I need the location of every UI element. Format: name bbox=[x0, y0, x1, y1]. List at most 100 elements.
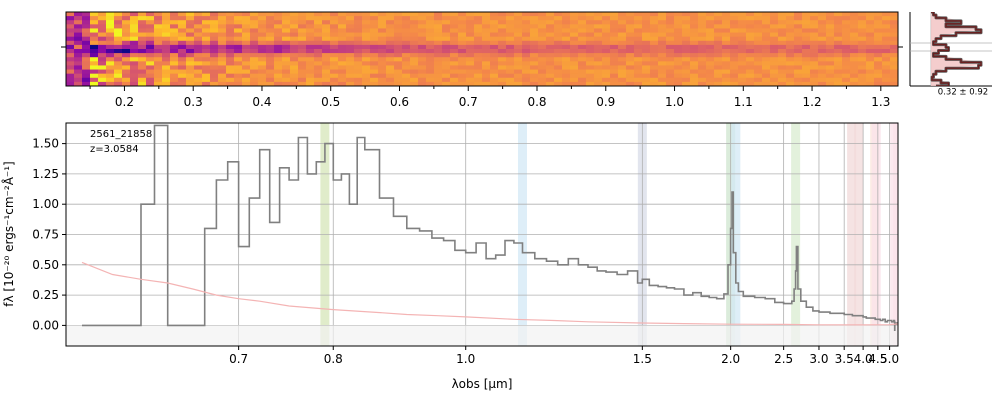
heatmap-cell bbox=[162, 49, 171, 54]
heatmap-cell bbox=[394, 36, 403, 42]
heatmap-cell bbox=[306, 24, 315, 29]
heatmap-cell bbox=[786, 32, 795, 37]
heatmap-cell bbox=[250, 16, 259, 21]
heatmap-cell bbox=[218, 81, 227, 86]
heatmap-cell bbox=[570, 69, 579, 74]
heatmap-cell bbox=[170, 69, 179, 74]
heatmap-cell bbox=[178, 36, 187, 42]
heatmap-cell bbox=[634, 32, 643, 37]
heatmap-cell bbox=[130, 81, 139, 86]
heatmap-cell bbox=[858, 65, 867, 70]
heatmap-cell bbox=[250, 40, 259, 46]
heatmap-cell bbox=[642, 53, 651, 58]
heatmap-cell bbox=[506, 24, 515, 29]
heatmap-cell bbox=[602, 77, 611, 83]
heatmap-cell bbox=[290, 73, 299, 79]
heatmap-cell bbox=[890, 32, 898, 37]
heatmap-cell bbox=[354, 73, 363, 79]
heatmap-cell bbox=[210, 61, 219, 66]
heatmap-cell bbox=[178, 32, 187, 37]
heatmap-cell bbox=[570, 40, 579, 46]
heatmap-cell bbox=[602, 20, 611, 25]
x-tick-label-7: 3.5 bbox=[835, 352, 854, 366]
heatmap-cell bbox=[522, 36, 531, 42]
heatmap-cell bbox=[146, 40, 155, 46]
heatmap-cell bbox=[186, 73, 195, 79]
heatmap-cell bbox=[426, 12, 435, 17]
heatmap-cell bbox=[770, 69, 779, 74]
heatmap-cell bbox=[714, 24, 723, 29]
heatmap-cell bbox=[738, 69, 747, 74]
heatmap-cell bbox=[730, 12, 739, 17]
heatmap-cell bbox=[674, 16, 683, 21]
heatmap-cell bbox=[658, 69, 667, 74]
heatmap-cell bbox=[66, 36, 75, 42]
heatmap-cell bbox=[362, 16, 371, 21]
heatmap-cell bbox=[754, 44, 763, 50]
heatmap-cell bbox=[210, 40, 219, 46]
heatmap-cell bbox=[450, 49, 459, 54]
heatmap-cell bbox=[170, 57, 179, 62]
heatmap-cell bbox=[330, 57, 339, 62]
heatmap-cell bbox=[858, 57, 867, 62]
heatmap-cell bbox=[498, 57, 507, 62]
heatmap-cell bbox=[554, 49, 563, 54]
y-axis-label: fλ [10⁻²⁰ ergs⁻¹cm⁻²Å⁻¹] bbox=[1, 161, 16, 306]
heatmap-cell bbox=[834, 32, 843, 37]
heatmap-cell bbox=[866, 81, 875, 86]
heatmap-cell bbox=[314, 65, 323, 70]
heatmap-cell bbox=[146, 57, 155, 62]
heatmap-cell bbox=[586, 36, 595, 42]
heatmap-cell bbox=[426, 73, 435, 79]
heatmap-cell bbox=[386, 12, 395, 17]
heatmap-cell bbox=[842, 81, 851, 86]
heatmap-cell bbox=[762, 16, 771, 21]
heatmap-cell bbox=[538, 49, 547, 54]
heatmap-cell bbox=[570, 49, 579, 54]
heatmap-cell bbox=[394, 32, 403, 37]
heatmap-cell bbox=[842, 57, 851, 62]
heatmap-cell bbox=[770, 77, 779, 83]
heatmap-cell bbox=[306, 65, 315, 70]
heatmap-cell bbox=[650, 28, 659, 33]
heatmap-cell bbox=[658, 49, 667, 54]
heatmap-cell bbox=[466, 32, 475, 37]
heatmap-cell bbox=[386, 81, 395, 86]
heatmap-cell bbox=[490, 65, 499, 70]
heatmap-cell bbox=[530, 16, 539, 21]
heatmap-cell bbox=[578, 28, 587, 33]
heatmap-cell bbox=[370, 57, 379, 62]
heatmap-cell bbox=[882, 69, 891, 74]
heatmap-cell bbox=[770, 20, 779, 25]
y-tick-label-0: 0.00 bbox=[32, 318, 59, 332]
heatmap-cell bbox=[466, 44, 475, 50]
y-tick-label-1: 0.25 bbox=[32, 288, 59, 302]
heatmap-cell bbox=[618, 65, 627, 70]
heatmap-cell bbox=[562, 53, 571, 58]
top-tick-label-10: 1.2 bbox=[803, 95, 822, 109]
heatmap-cell bbox=[618, 40, 627, 46]
heatmap-cell bbox=[690, 16, 699, 21]
heatmap-cell bbox=[842, 20, 851, 25]
heatmap-cell bbox=[306, 53, 315, 58]
heatmap-cell bbox=[482, 77, 491, 83]
heatmap-cell bbox=[362, 40, 371, 46]
heatmap-cell bbox=[562, 28, 571, 33]
heatmap-cell bbox=[66, 61, 75, 66]
heatmap-cell bbox=[290, 32, 299, 37]
heatmap-cell bbox=[186, 12, 195, 17]
heatmap-cell bbox=[770, 40, 779, 46]
heatmap-cell bbox=[642, 49, 651, 54]
heatmap-cell bbox=[114, 61, 123, 66]
heatmap-cell bbox=[338, 61, 347, 66]
heatmap-cell bbox=[210, 53, 219, 58]
heatmap-cell bbox=[538, 61, 547, 66]
heatmap-cell bbox=[570, 12, 579, 17]
heatmap-cell bbox=[546, 69, 555, 74]
heatmap-cell bbox=[98, 32, 107, 37]
heatmap-cell bbox=[450, 77, 459, 83]
heatmap-cell bbox=[610, 40, 619, 46]
heatmap-cell bbox=[682, 53, 691, 58]
heatmap-cell bbox=[354, 65, 363, 70]
heatmap-cell bbox=[378, 16, 387, 21]
